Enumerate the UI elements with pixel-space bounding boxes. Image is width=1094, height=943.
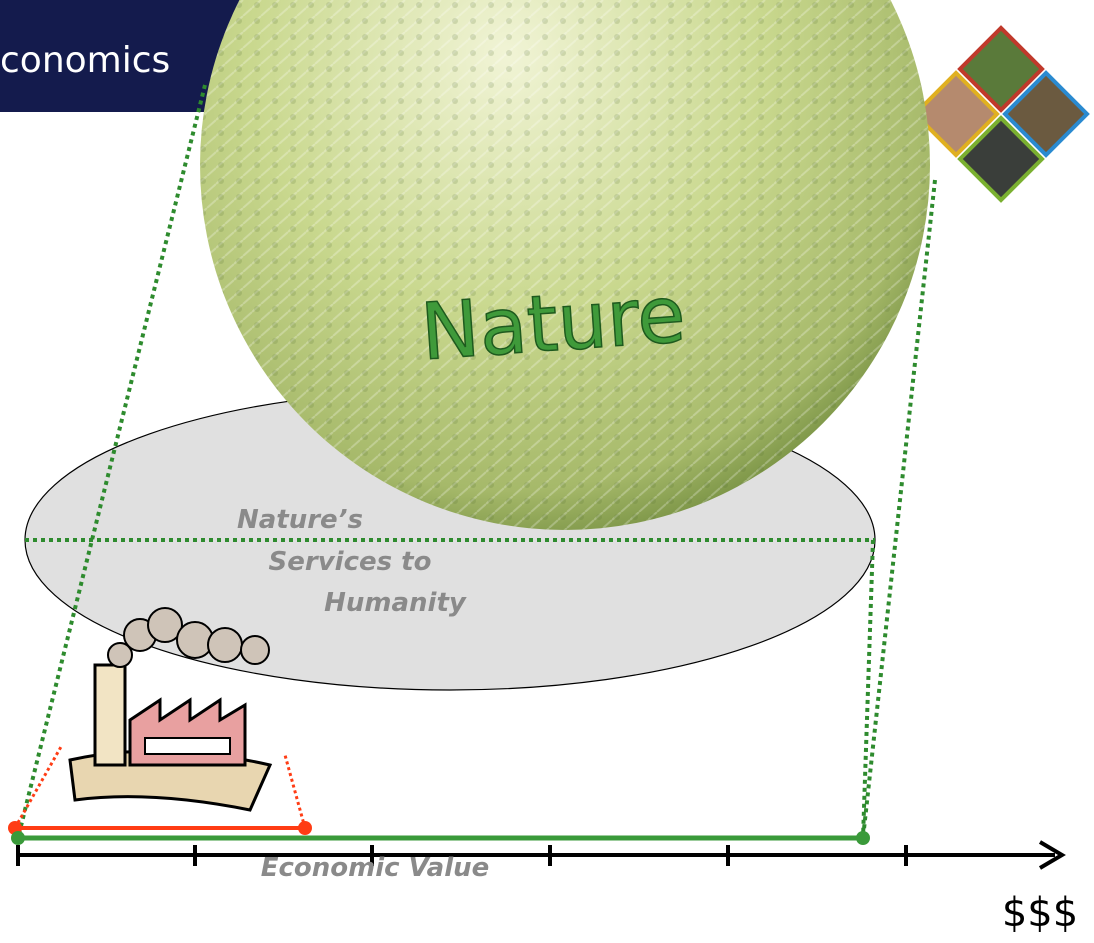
endpoint	[298, 821, 312, 835]
slide: conomics Nature Nature’s Services to Hum…	[0, 0, 1094, 943]
factory	[70, 608, 270, 810]
axis-unit: $$$	[1002, 890, 1078, 936]
photo-diamonds	[915, 28, 1087, 200]
sphere-label: Nature	[418, 270, 688, 378]
ellipse-line: Services to	[269, 547, 432, 577]
value-axis	[18, 842, 1062, 868]
header-title: conomics	[0, 40, 170, 81]
axis-label: Economic Value	[261, 853, 490, 883]
ellipse-line: Humanity	[324, 588, 467, 618]
endpoint	[11, 831, 25, 845]
ellipse-line: Nature’s	[237, 505, 363, 535]
endpoint	[856, 831, 870, 845]
